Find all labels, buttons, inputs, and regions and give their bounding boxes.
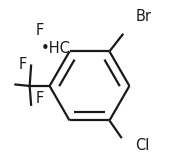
Text: Cl: Cl [136,138,150,153]
Text: F: F [35,91,44,106]
Text: •HC: •HC [40,41,70,56]
Text: F: F [19,57,27,72]
Text: Br: Br [136,9,152,24]
Text: F: F [35,23,44,38]
